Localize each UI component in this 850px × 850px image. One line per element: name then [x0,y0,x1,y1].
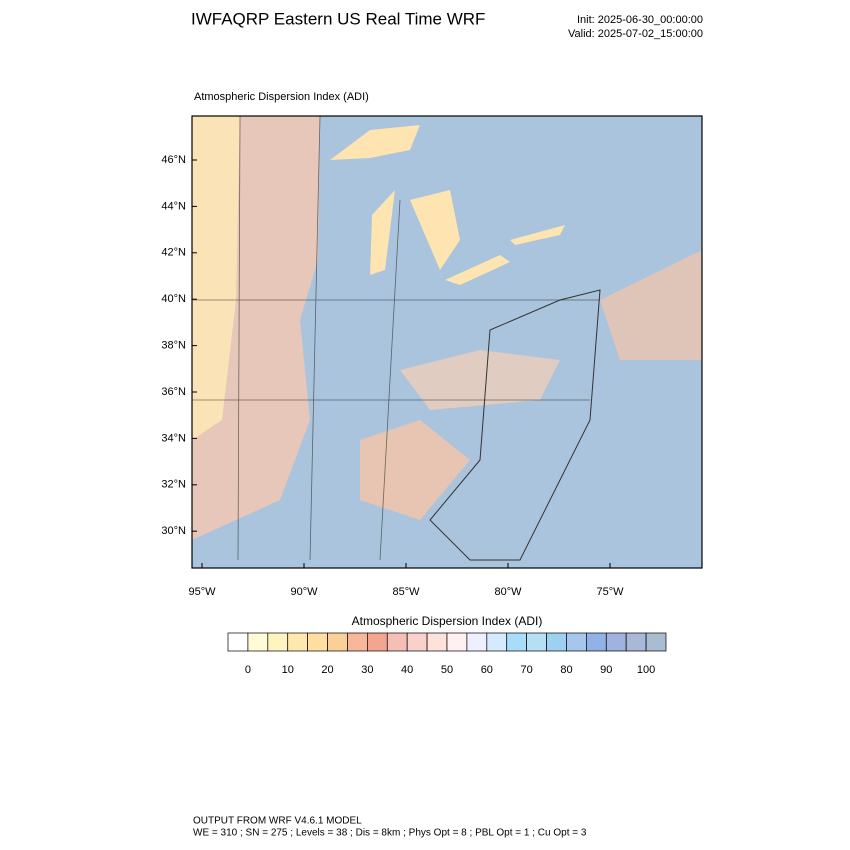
colorbar-box [307,632,328,652]
colorbar-box [466,632,488,652]
init-time: Init: 2025-06-30_00:00:00 [577,14,703,26]
map-label: Atmospheric Dispersion Index (ADI) [194,91,369,103]
colorbar-label: 40 [401,664,413,676]
lat-labels: 46°N 44°N 42°N 40°N 38°N 36°N 34°N 32°N 30°N [161,154,197,537]
colorbar-label: 20 [321,664,333,676]
lon-label: 95°W [188,586,216,598]
colorbar-box [526,632,547,652]
valid-time: Valid: 2025-07-02_15:00:00 [568,28,703,40]
lon-label: 90°W [290,586,318,598]
colorbar-label: 0 [245,664,251,676]
colorbar-label: 60 [481,664,493,676]
colorbar-box [406,632,428,652]
colorbar-box [586,632,607,652]
colorbar-box [347,632,368,652]
colorbar-box [227,632,249,652]
colorbar-label: 30 [361,664,373,676]
footer-line: OUTPUT FROM WRF V4.6.1 MODEL [193,816,362,827]
title: IWFAQRP Eastern US Real Time WRF [191,9,485,28]
colorbar-label: 50 [441,664,453,676]
footer-line: WE = 310 ; SN = 275 ; Levels = 38 ; Dis … [193,828,587,839]
colorbar-box [327,632,348,652]
colorbar-box [605,632,627,652]
lat-label: 32°N [161,479,186,491]
colorbar-box [386,632,408,652]
colorbar-box [267,632,289,652]
colorbar-label: 100 [637,664,655,676]
lon-label: 75°W [596,586,624,598]
colorbar-label: 10 [282,664,294,676]
lat-label: 30°N [161,525,186,537]
colorbar-box [566,632,587,652]
lat-label: 44°N [161,200,186,212]
lon-labels: 95°W 90°W 85°W 80°W 75°W [188,563,624,598]
colorbar-box [446,632,468,652]
lon-label: 80°W [494,586,522,598]
map [191,115,703,569]
lat-label: 36°N [161,386,186,398]
colorbar-box [506,632,527,652]
colorbar-label: 90 [600,664,612,676]
colorbar-box [367,632,388,652]
colorbar-box [625,632,647,652]
lat-label: 38°N [161,340,186,352]
colorbar-box [645,632,667,652]
lat-label: 42°N [161,247,186,259]
lat-label: 46°N [161,154,186,166]
colorbar-box [486,632,508,652]
colorbar-box [546,632,567,652]
colorbar-label: 70 [521,664,533,676]
lat-label: 40°N [161,293,186,305]
lat-label: 34°N [161,432,186,444]
colorbar-label: 80 [560,664,572,676]
lon-label: 85°W [392,586,420,598]
colorbar-box [247,632,269,652]
colorbar: 0 10 20 30 40 50 60 70 80 90 100 [227,632,667,676]
colorbar-box [287,632,308,652]
colorbar-title: Atmospheric Dispersion Index (ADI) [352,614,543,628]
colorbar-box [426,632,448,652]
